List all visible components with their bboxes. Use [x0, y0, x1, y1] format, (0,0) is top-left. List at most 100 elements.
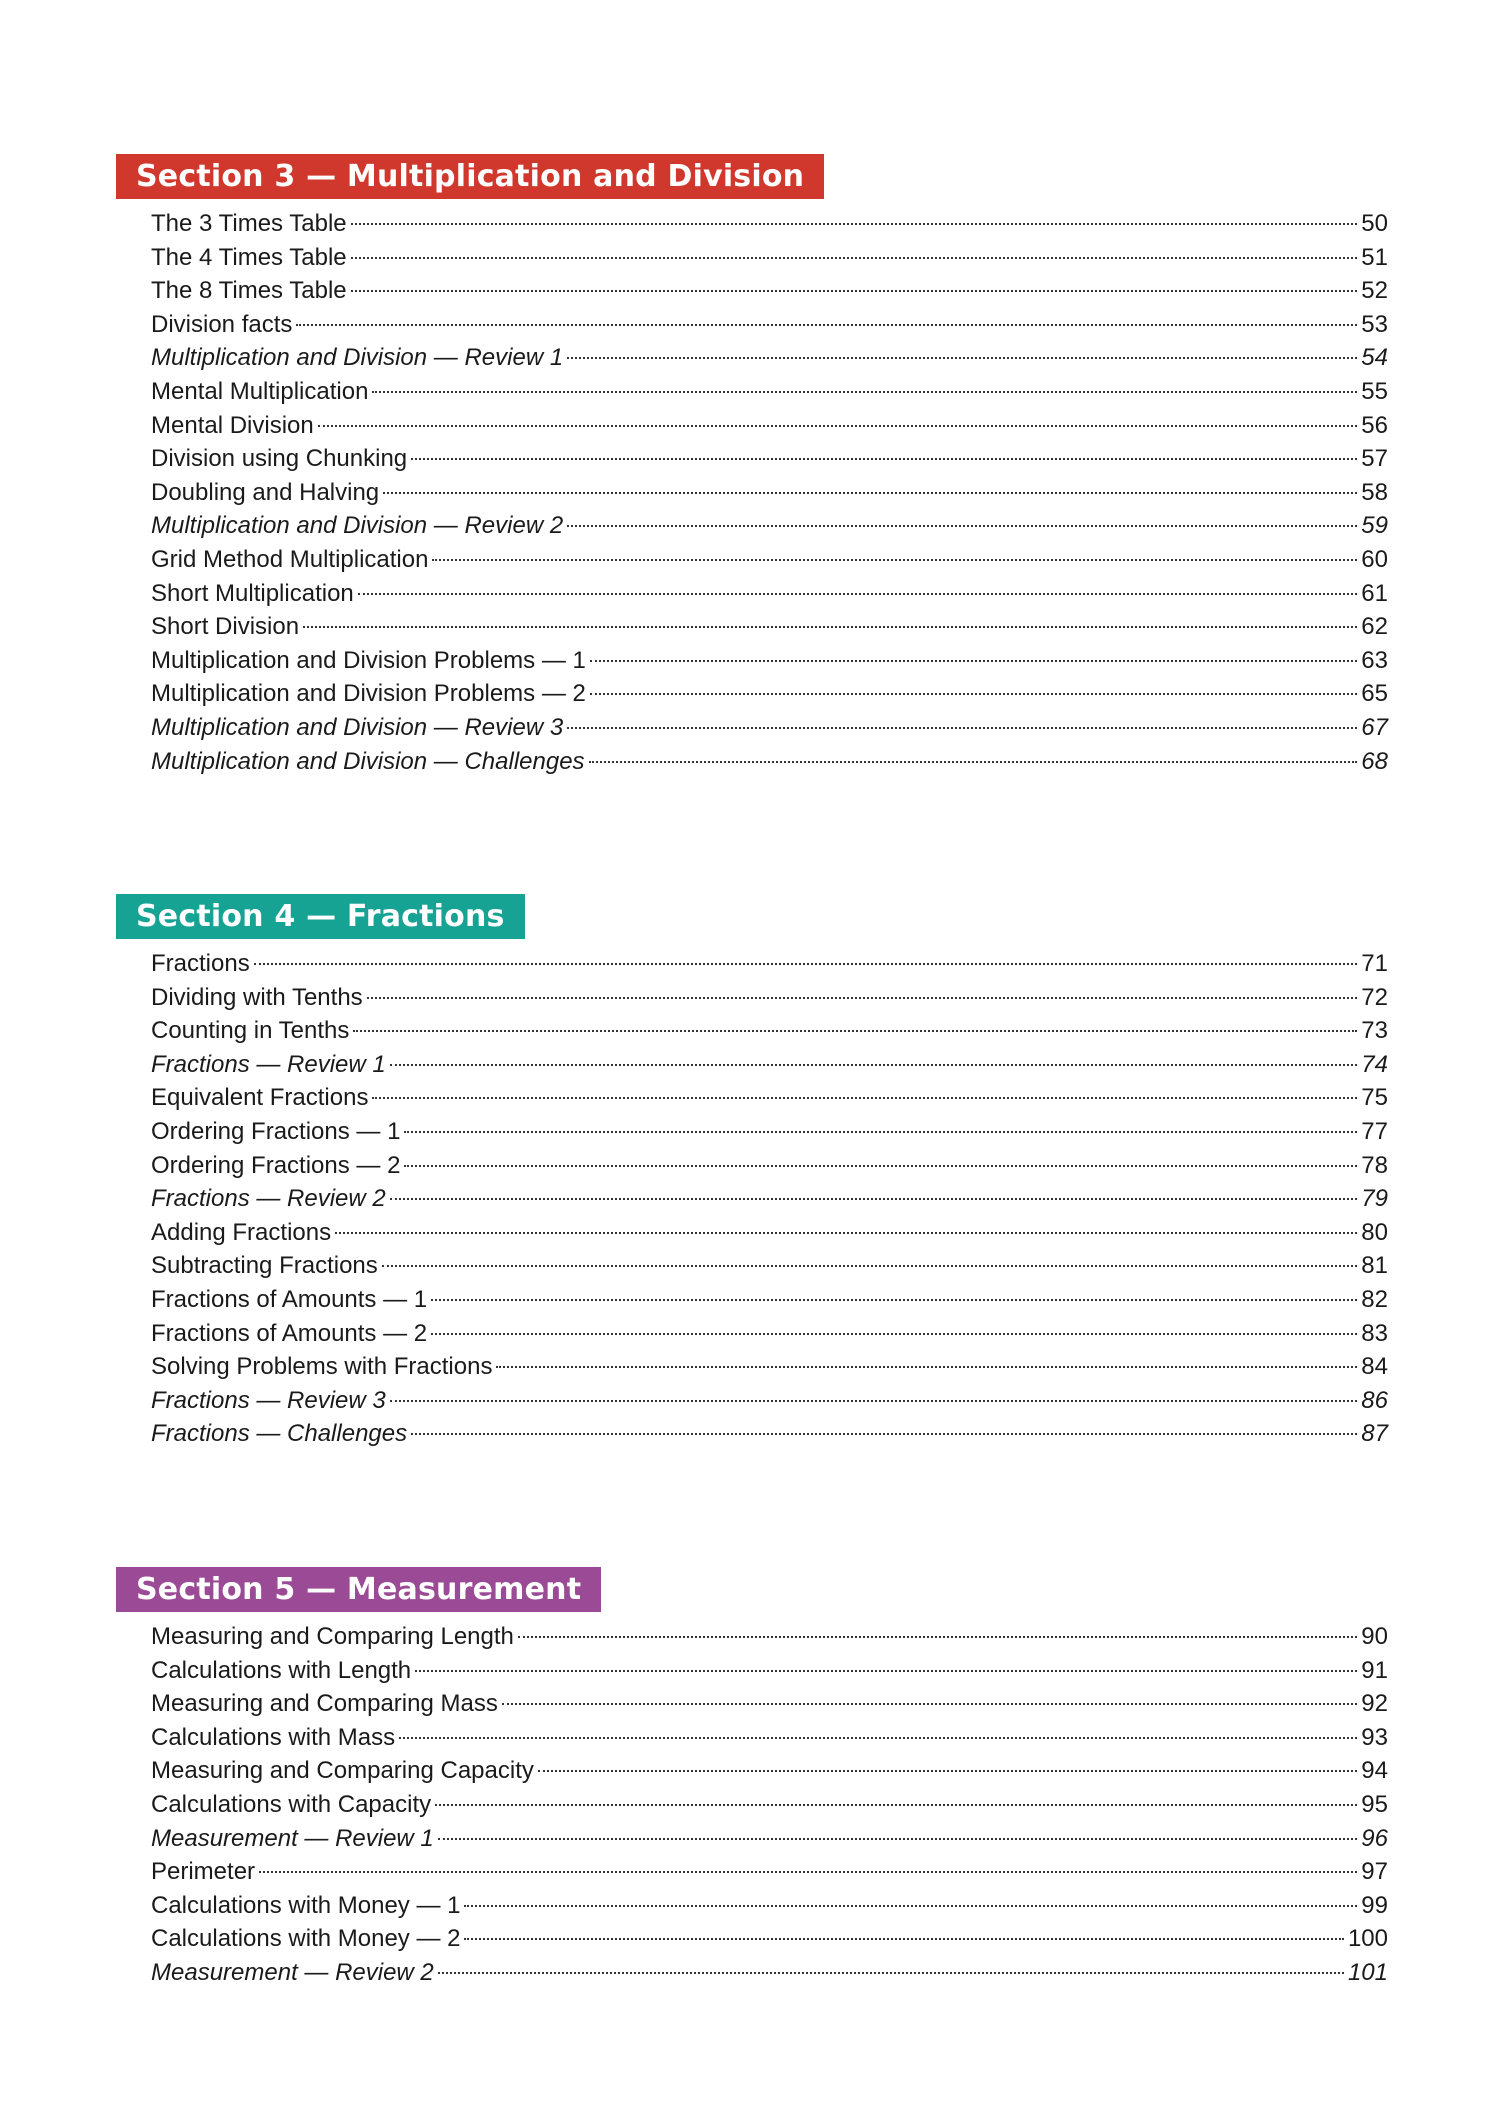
toc-entry[interactable]: Subtracting Fractions 81: [151, 1249, 1388, 1283]
toc-entry-title: Multiplication and Division — Review 3: [151, 713, 564, 741]
toc-entry-page: 59: [1361, 512, 1388, 540]
toc-entry-page: 101: [1347, 1958, 1388, 1986]
dot-leader: [253, 963, 1358, 965]
dot-leader: [588, 760, 1358, 763]
toc-entry[interactable]: Grid Method Multiplication 60: [151, 543, 1388, 577]
toc-entry[interactable]: Perimeter 97: [151, 1855, 1388, 1889]
toc-entry[interactable]: Fractions — Challenges 87: [151, 1417, 1388, 1451]
toc-entry-title: Multiplication and Division — Review 2: [151, 512, 564, 540]
dot-leader: [432, 558, 1358, 561]
toc-entry-title: Adding Fractions: [151, 1218, 332, 1246]
toc-entry[interactable]: The 8 Times Table 52: [151, 274, 1388, 308]
toc-entry-title: Calculations with Mass: [151, 1723, 396, 1751]
dot-leader: [353, 1030, 1358, 1033]
toc-entry-page: 79: [1361, 1185, 1388, 1213]
toc-entry-page: 84: [1361, 1353, 1388, 1381]
toc-entry[interactable]: Counting in Tenths 73: [151, 1014, 1388, 1048]
dot-leader: [501, 1703, 1358, 1706]
toc-entry-page: 97: [1361, 1858, 1388, 1886]
toc-entry-page: 99: [1361, 1891, 1388, 1919]
toc-entry[interactable]: Fractions — Review 2 79: [151, 1182, 1388, 1216]
toc-entry-page: 74: [1361, 1050, 1388, 1078]
section-4-heading: Section 4 — Fractions: [116, 894, 525, 939]
dot-leader: [389, 1399, 1358, 1402]
dot-leader: [350, 223, 1358, 225]
toc-entry[interactable]: Measuring and Comparing Mass 92: [151, 1687, 1388, 1721]
toc-entry[interactable]: Multiplication and Division — Challenges…: [151, 745, 1388, 779]
toc-entry[interactable]: Ordering Fractions — 1 77: [151, 1115, 1388, 1149]
toc-entry[interactable]: Ordering Fractions — 2 78: [151, 1149, 1388, 1183]
toc-entry[interactable]: Measurement — Review 1 96: [151, 1822, 1388, 1856]
toc-entry[interactable]: Multiplication and Division — Review 2 59: [151, 509, 1388, 543]
toc-entry[interactable]: The 4 Times Table 51: [151, 241, 1388, 275]
toc-entry[interactable]: Doubling and Halving 58: [151, 476, 1388, 510]
toc-entry[interactable]: Mental Multiplication 55: [151, 375, 1388, 409]
toc-entry-title: Multiplication and Division — Challenges: [151, 747, 585, 775]
toc-entry-title: Fractions — Challenges: [151, 1420, 408, 1448]
toc-entry-title: Measuring and Comparing Length: [151, 1623, 514, 1650]
toc-entry[interactable]: Division facts 53: [151, 308, 1388, 342]
dot-leader: [404, 1130, 1358, 1133]
toc-entry[interactable]: Measurement — Review 2 101: [151, 1956, 1388, 1990]
toc-entry[interactable]: Multiplication and Division Problems — 1…: [151, 644, 1388, 678]
toc-entry[interactable]: Measuring and Comparing Capacity 94: [151, 1754, 1388, 1788]
toc-entry-page: 73: [1361, 1017, 1388, 1045]
toc-entry[interactable]: Measuring and Comparing Length 90: [151, 1620, 1388, 1654]
toc-entry[interactable]: Fractions 71: [151, 947, 1388, 981]
toc-entry-title: Multiplication and Division — Review 1: [151, 344, 564, 372]
dot-leader: [383, 491, 1358, 494]
toc-entry[interactable]: Calculations with Money — 2 100: [151, 1922, 1388, 1956]
toc-entry-title: Equivalent Fractions: [151, 1084, 369, 1112]
dot-leader: [464, 1938, 1344, 1941]
toc-entry-title: Fractions — Review 2: [151, 1185, 386, 1213]
toc-entry-page: 63: [1361, 646, 1388, 674]
toc-entry[interactable]: Calculations with Mass 93: [151, 1721, 1388, 1755]
toc-entry-page: 56: [1361, 411, 1388, 439]
toc-entry-title: Short Multiplication: [151, 579, 354, 607]
toc-entry-title: Ordering Fractions — 1: [151, 1117, 401, 1145]
dot-leader: [317, 424, 1358, 427]
toc-entry[interactable]: Solving Problems with Fractions 84: [151, 1350, 1388, 1384]
dot-leader: [589, 693, 1358, 696]
toc-entry-title: Division facts: [151, 310, 293, 338]
toc-entry[interactable]: Fractions — Review 1 74: [151, 1048, 1388, 1082]
toc-entry-title: Short Division: [151, 613, 300, 641]
dot-leader: [437, 1971, 1344, 1974]
toc-entry-page: 61: [1361, 579, 1388, 607]
dot-leader: [411, 458, 1358, 461]
toc-entry[interactable]: Dividing with Tenths 72: [151, 981, 1388, 1015]
toc-entry-title: Counting in Tenths: [151, 1017, 350, 1045]
toc-entry[interactable]: Equivalent Fractions 75: [151, 1081, 1388, 1115]
dot-leader: [350, 290, 1358, 293]
toc-entry[interactable]: Calculations with Capacity 95: [151, 1788, 1388, 1822]
toc-entry-page: 71: [1361, 950, 1388, 977]
toc-entry[interactable]: Adding Fractions 80: [151, 1216, 1388, 1250]
toc-entry-title: Measuring and Comparing Mass: [151, 1690, 498, 1718]
toc-entry-page: 57: [1361, 445, 1388, 473]
toc-entry[interactable]: Mental Division 56: [151, 409, 1388, 443]
toc-entry[interactable]: Calculations with Money — 1 99: [151, 1889, 1388, 1923]
dot-leader: [431, 1298, 1358, 1301]
toc-entry[interactable]: Short Division 62: [151, 610, 1388, 644]
dot-leader: [464, 1904, 1358, 1907]
toc-entry[interactable]: Calculations with Length 91: [151, 1654, 1388, 1688]
toc-entry[interactable]: Fractions of Amounts — 1 82: [151, 1283, 1388, 1317]
toc-entry-page: 92: [1361, 1690, 1388, 1718]
toc-entry[interactable]: The 3 Times Table 50: [151, 207, 1388, 241]
toc-entry[interactable]: Short Multiplication 61: [151, 577, 1388, 611]
toc-entry-title: Fractions — Review 3: [151, 1386, 386, 1414]
toc-entry[interactable]: Fractions of Amounts — 2 83: [151, 1317, 1388, 1351]
dot-leader: [437, 1837, 1358, 1840]
toc-entry[interactable]: Division using Chunking 57: [151, 442, 1388, 476]
toc-entry[interactable]: Multiplication and Division — Review 1 54: [151, 341, 1388, 375]
toc-entry[interactable]: Multiplication and Division — Review 3 67: [151, 711, 1388, 745]
toc-entry-page: 93: [1361, 1723, 1388, 1751]
dot-leader: [259, 1871, 1358, 1874]
toc-entry-title: The 4 Times Table: [151, 243, 347, 271]
toc-entry-page: 91: [1361, 1656, 1388, 1684]
dot-leader: [415, 1669, 1358, 1672]
toc-entry[interactable]: Fractions — Review 3 86: [151, 1384, 1388, 1418]
toc-entry-title: Multiplication and Division Problems — 1: [151, 646, 586, 674]
toc-entry-page: 67: [1361, 713, 1388, 741]
toc-entry[interactable]: Multiplication and Division Problems — 2…: [151, 677, 1388, 711]
